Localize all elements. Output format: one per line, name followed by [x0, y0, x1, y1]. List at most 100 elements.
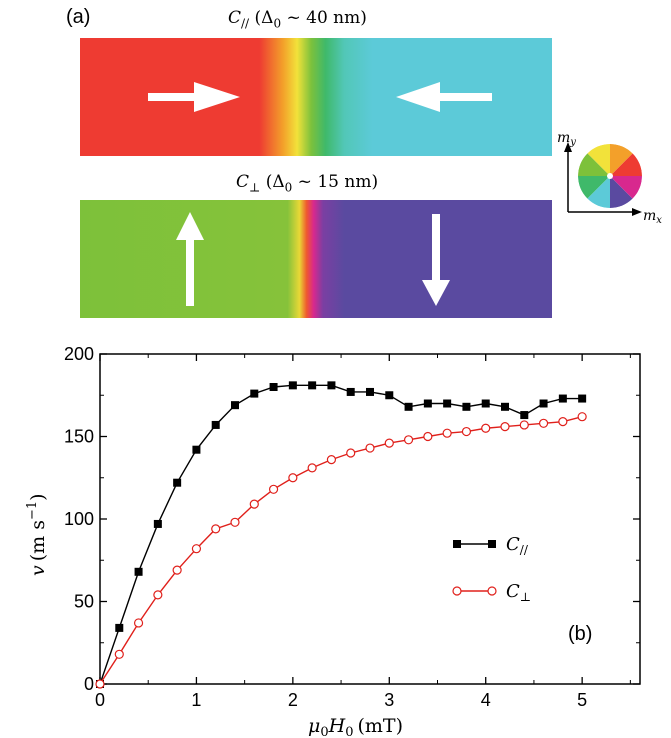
data-point — [404, 402, 413, 411]
top-title-sub: // — [241, 16, 250, 31]
data-point — [192, 445, 201, 454]
data-point — [115, 623, 124, 632]
color-wheel-legend: my mx — [557, 130, 662, 226]
series-c-parallel — [96, 381, 587, 688]
data-point — [403, 435, 414, 445]
y-tick-label: 0 — [84, 674, 94, 694]
data-point — [520, 411, 529, 420]
data-point — [558, 417, 568, 427]
plot-frame — [99, 353, 641, 685]
data-point — [114, 649, 124, 659]
y-axis-label: v(m s−1) — [25, 493, 49, 576]
data-point — [288, 473, 298, 483]
data-point — [173, 478, 182, 487]
top-strip-title: C// (Δ0 ~ 40 nm) — [228, 8, 367, 30]
data-point — [230, 517, 240, 527]
data-point — [366, 387, 374, 396]
arrow-left-icon — [396, 82, 492, 112]
top-title-param-sub: 0 — [273, 16, 282, 31]
data-point — [481, 423, 491, 433]
data-point — [269, 383, 278, 391]
data-point — [133, 618, 144, 628]
data-point — [481, 399, 490, 408]
x-tick-label: 0 — [95, 690, 105, 710]
data-point — [249, 499, 259, 509]
data-point — [308, 381, 317, 390]
data-point — [578, 394, 587, 403]
bottom-strip-title: C⊥ (Δ0 ~ 15 nm) — [236, 172, 378, 194]
x-axis-label: μ0H0 (mT) — [308, 715, 403, 738]
y-tick-label: 100 — [64, 509, 94, 529]
data-point — [250, 389, 259, 398]
data-point — [153, 590, 163, 600]
data-point — [558, 394, 567, 403]
legend: C// C⊥ — [452, 534, 531, 604]
data-point — [211, 420, 220, 429]
hue-wheel-icon — [578, 144, 642, 208]
bottom-strip-fill — [80, 200, 552, 318]
legend-marker — [452, 586, 462, 596]
data-point — [326, 454, 337, 465]
top-domain-wall-strip — [80, 38, 552, 156]
top-title-param: (Δ — [254, 8, 274, 28]
data-point — [519, 420, 529, 430]
y-tick-label: 200 — [64, 344, 94, 364]
data-point — [423, 431, 433, 442]
legend-label: C// — [506, 534, 529, 557]
legend-marker — [487, 586, 497, 596]
top-title-value: ~ 40 nm) — [281, 8, 367, 28]
bottom-title-sub: ⊥ — [249, 180, 261, 195]
data-point — [501, 402, 509, 411]
data-point — [307, 463, 317, 473]
data-point — [443, 399, 452, 408]
y-tick-label: 50 — [74, 592, 94, 612]
data-point — [95, 679, 105, 689]
bottom-title-symbol: C — [236, 172, 250, 192]
data-point — [172, 565, 182, 575]
x-tick-label: 5 — [577, 690, 587, 710]
series-layer — [95, 381, 587, 689]
legend-marker — [453, 540, 461, 548]
data-point — [134, 567, 143, 576]
data-point — [423, 399, 432, 408]
x-tick-label: 3 — [384, 690, 394, 710]
data-point — [346, 448, 356, 458]
legend-marker — [488, 540, 496, 548]
data-point — [577, 412, 587, 422]
wheel-y-arrowhead-icon — [564, 142, 572, 152]
legend-label: C⊥ — [506, 581, 531, 604]
data-point — [462, 402, 471, 411]
panel-b-label: (b) — [568, 623, 592, 645]
data-point — [268, 484, 279, 494]
data-point — [327, 381, 336, 390]
data-point — [346, 387, 355, 396]
data-point — [500, 421, 510, 432]
data-point — [231, 401, 239, 410]
data-point — [539, 399, 548, 408]
x-tick-label: 2 — [288, 690, 298, 710]
panel-a-label: (a) — [66, 6, 91, 28]
x-tick-label: 1 — [191, 690, 201, 710]
bottom-domain-wall-strip — [80, 200, 552, 318]
wheel-x-arrowhead-icon — [632, 208, 642, 216]
bottom-title-param: (Δ — [265, 172, 285, 192]
data-point — [538, 418, 549, 428]
plot-border — [99, 353, 641, 685]
x-tick-label: 4 — [481, 690, 491, 710]
arrow-down-icon — [422, 214, 450, 306]
bottom-title-param-sub: 0 — [284, 180, 293, 195]
arrow-right-icon — [148, 82, 240, 112]
data-point — [384, 438, 394, 448]
wheel-y-label: my — [557, 130, 576, 148]
data-point — [288, 381, 297, 390]
y-tick-label: 150 — [64, 427, 94, 447]
data-point — [191, 544, 202, 554]
wheel-x-label: mx — [643, 208, 662, 226]
data-point — [461, 426, 472, 437]
wheel-center-dot — [607, 173, 613, 179]
data-point — [442, 428, 452, 438]
series-c-perpendicular — [95, 412, 587, 689]
data-point — [365, 443, 375, 453]
